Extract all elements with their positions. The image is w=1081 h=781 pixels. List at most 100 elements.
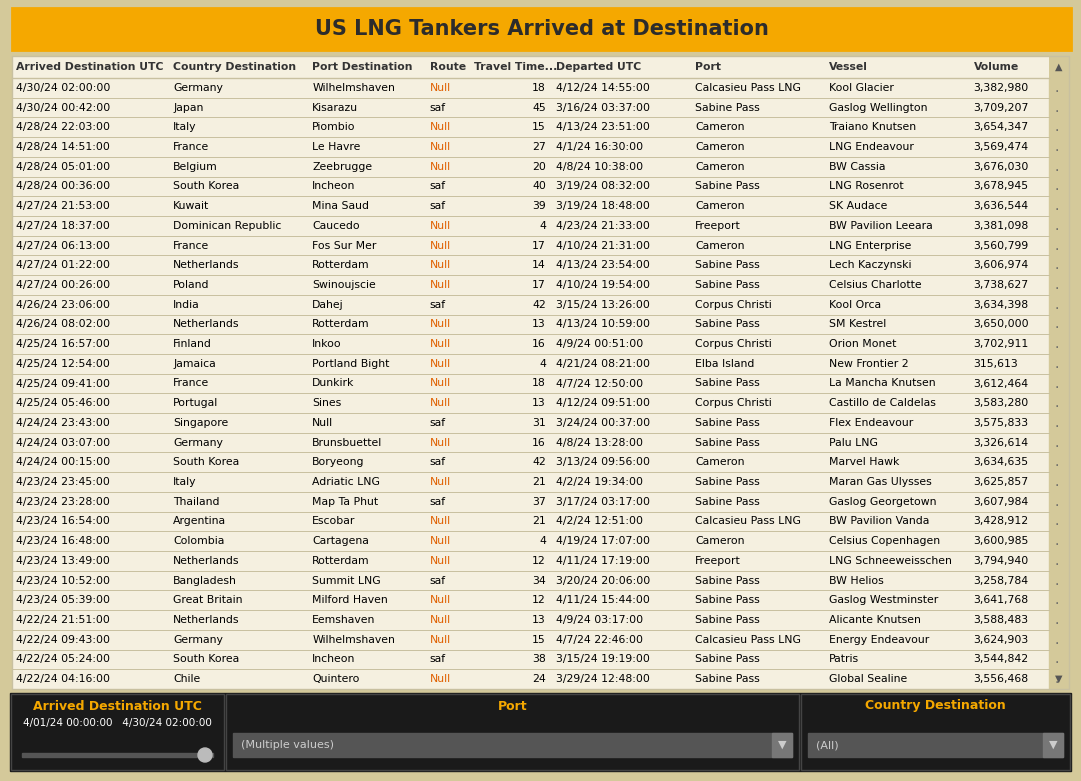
Text: Maran Gas Ulysses: Maran Gas Ulysses <box>829 477 932 487</box>
Bar <box>12 98 1049 117</box>
Text: 4: 4 <box>539 537 546 546</box>
Text: 4/11/24 17:19:00: 4/11/24 17:19:00 <box>556 556 650 566</box>
Text: 4/23/24 05:39:00: 4/23/24 05:39:00 <box>16 595 110 605</box>
Text: Germany: Germany <box>173 437 223 448</box>
Text: Netherlands: Netherlands <box>173 615 240 625</box>
Text: .: . <box>1055 298 1059 312</box>
Text: saf: saf <box>429 102 445 112</box>
Text: 4: 4 <box>539 358 546 369</box>
Text: 3,382,980: 3,382,980 <box>974 83 1029 93</box>
Text: Arrived Destination UTC: Arrived Destination UTC <box>16 62 163 72</box>
Bar <box>12 315 1049 334</box>
Text: (Multiple values): (Multiple values) <box>241 740 334 750</box>
Text: Null: Null <box>429 437 451 448</box>
Text: Great Britain: Great Britain <box>173 595 242 605</box>
Text: 4/19/24 17:07:00: 4/19/24 17:07:00 <box>556 537 650 546</box>
Text: 3,654,347: 3,654,347 <box>974 123 1029 132</box>
Text: 4/26/24 23:06:00: 4/26/24 23:06:00 <box>16 300 110 309</box>
Text: Celsius Charlotte: Celsius Charlotte <box>829 280 922 290</box>
Bar <box>12 492 1049 512</box>
Text: Patris: Patris <box>829 654 859 665</box>
Text: 4/25/24 05:46:00: 4/25/24 05:46:00 <box>16 398 110 408</box>
Text: .: . <box>1055 81 1059 95</box>
Text: Country Destination: Country Destination <box>865 700 1006 712</box>
Bar <box>1043 733 1063 757</box>
Text: .: . <box>1055 475 1059 489</box>
Text: 4/24/24 23:43:00: 4/24/24 23:43:00 <box>16 418 110 428</box>
Text: 4/23/24 10:52:00: 4/23/24 10:52:00 <box>16 576 110 586</box>
Text: 12: 12 <box>532 595 546 605</box>
Text: 315,613: 315,613 <box>974 358 1018 369</box>
Text: 16: 16 <box>532 339 546 349</box>
Text: Rotterdam: Rotterdam <box>312 556 370 566</box>
Text: LNG Schneeweisschen: LNG Schneeweisschen <box>829 556 952 566</box>
Text: 15: 15 <box>532 635 546 645</box>
Text: 4/30/24 02:00:00: 4/30/24 02:00:00 <box>16 83 110 93</box>
Text: 3,636,544: 3,636,544 <box>974 201 1029 211</box>
Text: 4/12/24 14:55:00: 4/12/24 14:55:00 <box>556 83 650 93</box>
Text: Kool Glacier: Kool Glacier <box>829 83 894 93</box>
Text: Poland: Poland <box>173 280 210 290</box>
Text: Lech Kaczynski: Lech Kaczynski <box>829 260 911 270</box>
Text: Null: Null <box>429 319 451 330</box>
Text: .: . <box>1055 180 1059 194</box>
Bar <box>12 294 1049 315</box>
Text: .: . <box>1055 554 1059 568</box>
Text: Sabine Pass: Sabine Pass <box>695 615 760 625</box>
Text: 4/25/24 09:41:00: 4/25/24 09:41:00 <box>16 379 110 388</box>
Text: New Frontier 2: New Frontier 2 <box>829 358 909 369</box>
Text: 13: 13 <box>532 615 546 625</box>
Text: 3,600,985: 3,600,985 <box>974 537 1029 546</box>
Text: Traiano Knutsen: Traiano Knutsen <box>829 123 917 132</box>
Text: Kuwait: Kuwait <box>173 201 210 211</box>
Bar <box>22 753 213 757</box>
Text: saf: saf <box>429 576 445 586</box>
Text: 24: 24 <box>532 674 546 684</box>
Text: Adriatic LNG: Adriatic LNG <box>312 477 381 487</box>
Bar <box>808 733 1063 757</box>
Text: Route: Route <box>429 62 466 72</box>
Text: Calcasieu Pass LNG: Calcasieu Pass LNG <box>695 83 801 93</box>
Text: Alicante Knutsen: Alicante Knutsen <box>829 615 921 625</box>
Text: Null: Null <box>429 398 451 408</box>
Text: Cameron: Cameron <box>695 162 745 172</box>
Text: 4/27/24 06:13:00: 4/27/24 06:13:00 <box>16 241 110 251</box>
Text: saf: saf <box>429 497 445 507</box>
Text: 4/10/24 19:54:00: 4/10/24 19:54:00 <box>556 280 650 290</box>
Bar <box>12 8 1071 50</box>
Text: 3,575,833: 3,575,833 <box>974 418 1029 428</box>
Text: Null: Null <box>429 260 451 270</box>
Text: Kisarazu: Kisarazu <box>312 102 359 112</box>
Bar <box>12 512 1049 531</box>
Text: .: . <box>1055 238 1059 252</box>
Text: Sabine Pass: Sabine Pass <box>695 497 760 507</box>
Text: Incheon: Incheon <box>312 654 356 665</box>
Text: .: . <box>1055 376 1059 390</box>
Text: 4/22/24 21:51:00: 4/22/24 21:51:00 <box>16 615 110 625</box>
Text: Cameron: Cameron <box>695 458 745 467</box>
Text: Rotterdam: Rotterdam <box>312 260 370 270</box>
Text: 34: 34 <box>532 576 546 586</box>
Text: Swinoujscie: Swinoujscie <box>312 280 376 290</box>
Text: 4/27/24 21:53:00: 4/27/24 21:53:00 <box>16 201 110 211</box>
Text: 4/24/24 03:07:00: 4/24/24 03:07:00 <box>16 437 110 448</box>
Text: Celsius Copenhagen: Celsius Copenhagen <box>829 537 940 546</box>
Text: 4/23/24 21:33:00: 4/23/24 21:33:00 <box>556 221 650 231</box>
Text: ▼: ▼ <box>1055 674 1063 684</box>
Bar <box>12 334 1049 354</box>
Text: Null: Null <box>429 615 451 625</box>
Text: .: . <box>1055 357 1059 371</box>
Text: Colombia: Colombia <box>173 537 225 546</box>
Text: .: . <box>1055 120 1059 134</box>
Text: 3/15/24 13:26:00: 3/15/24 13:26:00 <box>556 300 650 309</box>
Text: Mina Saud: Mina Saud <box>312 201 370 211</box>
Text: Freeport: Freeport <box>695 221 740 231</box>
Text: 3,428,912: 3,428,912 <box>974 516 1029 526</box>
Text: 42: 42 <box>532 300 546 309</box>
Text: Gaslog Westminster: Gaslog Westminster <box>829 595 938 605</box>
Text: 3/20/24 20:06:00: 3/20/24 20:06:00 <box>556 576 650 586</box>
Text: 4/11/24 15:44:00: 4/11/24 15:44:00 <box>556 595 650 605</box>
Text: South Korea: South Korea <box>173 654 239 665</box>
Text: 4/22/24 04:16:00: 4/22/24 04:16:00 <box>16 674 110 684</box>
Bar <box>12 373 1049 394</box>
